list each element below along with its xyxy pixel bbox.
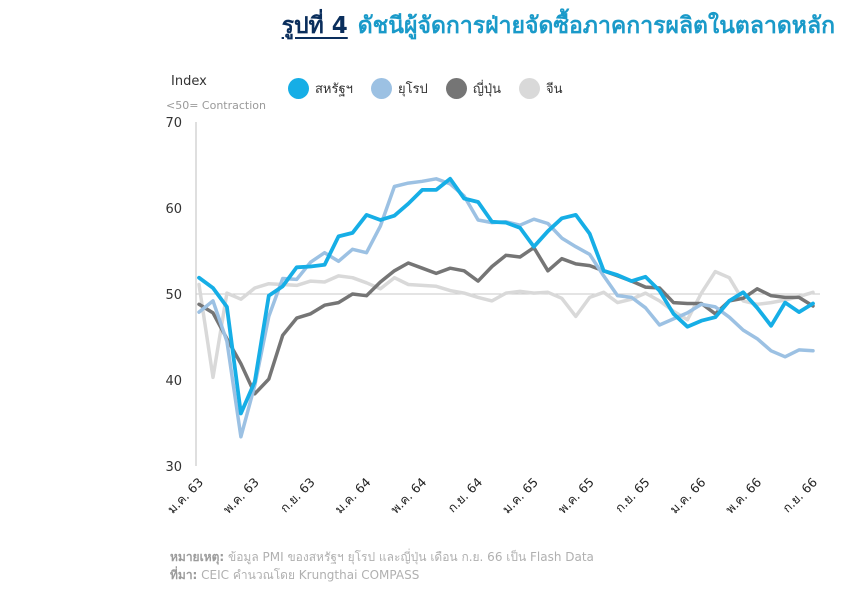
remark-label: หมายเหตุ:: [170, 550, 225, 564]
legend-item-europe: ยุโรป: [370, 78, 428, 99]
source-text: CEIC คำนวณโดย Krungthai COMPASS: [197, 568, 420, 582]
x-tick-label: พ.ค. 65: [555, 475, 597, 517]
legend-swatch-japan: [445, 78, 467, 99]
x-tick-label: ม.ค. 65: [499, 475, 541, 517]
title-text: ดัชนีผู้จัดการฝ่ายจัดซื้อภาคการผลิตในตลา…: [357, 13, 835, 39]
legend: สหรัฐฯ ยุโรป ญี่ปุ่น จีน: [288, 78, 563, 99]
x-tick-label: ม.ค. 63: [164, 475, 206, 517]
y-tick-label: 60: [165, 202, 182, 217]
footnotes: หมายเหตุ: ข้อมูล PMI ของสหรัฐฯ ยุโรป และ…: [170, 548, 594, 584]
y-tick-label: 40: [165, 374, 182, 389]
figure-number: รูปที่ 4: [281, 13, 348, 39]
legend-label-china: จีน: [546, 82, 563, 97]
remark-text: ข้อมูล PMI ของสหรัฐฯ ยุโรป และญี่ปุ่น เด…: [224, 550, 594, 564]
legend-swatch-us: [288, 78, 309, 99]
source-note: ที่มา: CEIC คำนวณโดย Krungthai COMPASS: [170, 566, 594, 584]
y-tick-label: 70: [165, 116, 182, 131]
x-tick-label: พ.ค. 63: [220, 475, 262, 517]
x-tick-label: พ.ค. 66: [722, 474, 764, 516]
x-tick-label: พ.ค. 64: [387, 474, 429, 516]
series-line-0: [197, 269, 815, 380]
legend-item-china: จีน: [519, 78, 563, 99]
y-tick-label: 50: [165, 288, 182, 303]
legend-item-japan: ญี่ปุ่น: [445, 78, 502, 99]
legend-swatch-europe: [370, 78, 392, 99]
remark-note: หมายเหตุ: ข้อมูล PMI ของสหรัฐฯ ยุโรป และ…: [170, 548, 594, 566]
x-tick-label: ก.ย. 63: [277, 475, 318, 516]
y-axis-sublabel: <50= Contraction: [166, 99, 267, 112]
x-tick-label: ม.ค. 64: [332, 474, 374, 516]
source-label: ที่มา:: [170, 568, 198, 582]
legend-label-us: สหรัฐฯ: [315, 82, 353, 97]
y-tick-label: 30: [165, 460, 182, 475]
x-tick-label: ก.ย. 65: [612, 475, 653, 516]
x-tick-label: ม.ค. 66: [666, 474, 708, 516]
x-tick-label: ก.ย. 66: [779, 474, 820, 515]
legend-label-japan: ญี่ปุ่น: [472, 82, 502, 97]
series-line-3: [197, 176, 815, 416]
legend-label-europe: ยุโรป: [397, 82, 428, 97]
series-line-1: [197, 245, 815, 396]
legend-swatch-china: [519, 78, 541, 99]
x-tick-label: ก.ย. 64: [444, 474, 485, 515]
legend-item-us: สหรัฐฯ: [288, 78, 353, 99]
y-axis-label: Index: [171, 74, 207, 89]
chart-title: รูปที่ 4 ดัชนีผู้จัดการฝ่ายจัดซื้อภาคการผ…: [282, 8, 835, 44]
